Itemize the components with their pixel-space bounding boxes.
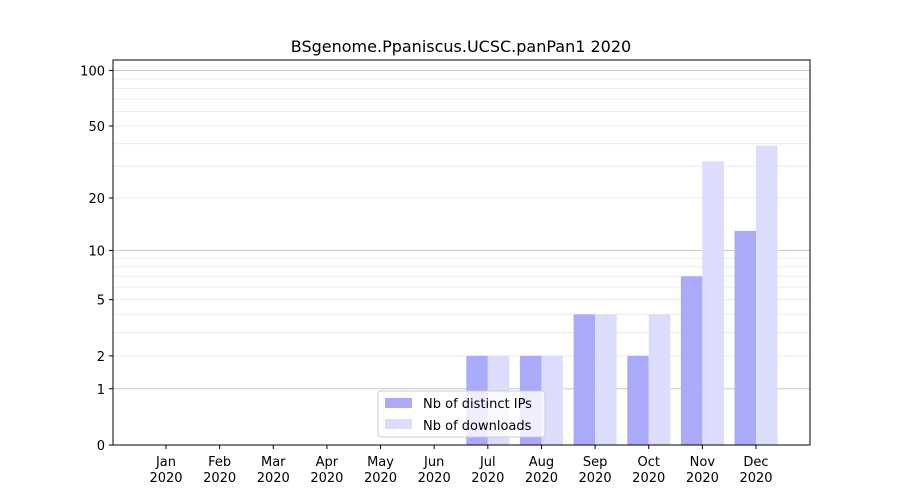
x-tick-label: 2020 xyxy=(739,471,772,486)
x-tick-label: Sep xyxy=(583,455,608,470)
x-tick-label: Aug xyxy=(529,455,554,470)
bar-distinct-ips xyxy=(627,355,649,445)
bar-downloads xyxy=(595,314,617,445)
x-tick-label: 2020 xyxy=(257,471,290,486)
bar-downloads xyxy=(541,355,563,445)
legend-swatch-ips xyxy=(385,398,412,408)
x-tick-label: 2020 xyxy=(471,471,504,486)
bar-downloads xyxy=(648,314,671,445)
y-tick-label: 50 xyxy=(88,120,105,135)
y-tick-label: 2 xyxy=(97,350,105,365)
x-tick-label: Feb xyxy=(208,455,231,470)
x-tick-label: 2020 xyxy=(686,471,719,486)
x-tick-label: Jun xyxy=(423,455,444,470)
bar-downloads xyxy=(756,145,778,446)
y-tick-label: 1 xyxy=(97,383,105,398)
x-tick-label: 2020 xyxy=(203,471,236,486)
x-tick-label: Nov xyxy=(690,455,716,470)
x-tick-label: 2020 xyxy=(149,471,182,486)
x-tick-label: Mar xyxy=(261,455,286,470)
y-tick-label: 100 xyxy=(80,65,105,80)
y-tick-label: 20 xyxy=(88,192,105,207)
x-tick-label: May xyxy=(367,455,394,470)
x-tick-label: Apr xyxy=(316,455,339,470)
x-tick-label: 2020 xyxy=(418,471,451,486)
legend-label-ips: Nb of distinct IPs xyxy=(423,397,532,412)
x-tick-label: Oct xyxy=(637,455,659,470)
legend-swatch-downloads xyxy=(385,419,412,429)
y-tick-label: 10 xyxy=(88,244,105,259)
x-tick-label: Jul xyxy=(479,455,496,470)
x-tick-label: 2020 xyxy=(579,471,612,486)
x-axis: Jan2020Feb2020Mar2020Apr2020May2020Jun20… xyxy=(149,445,773,486)
x-tick-label: 2020 xyxy=(632,471,665,486)
y-tick-label: 0 xyxy=(97,439,105,454)
grid xyxy=(113,70,810,390)
x-tick-label: 2020 xyxy=(364,471,397,486)
legend-label-downloads: Nb of downloads xyxy=(423,419,532,434)
bar-distinct-ips xyxy=(734,230,756,445)
plot-frame xyxy=(112,59,811,446)
x-tick-label: Dec xyxy=(743,455,768,470)
legend: Nb of distinct IPs Nb of downloads xyxy=(377,390,546,438)
y-axis: 0 1 2 5 10 20 50 100 xyxy=(80,65,113,454)
x-tick-label: 2020 xyxy=(310,471,343,486)
bar-downloads xyxy=(702,161,724,445)
x-tick-label: 2020 xyxy=(525,471,558,486)
x-tick-label: Jan xyxy=(155,455,176,470)
y-tick-label: 5 xyxy=(97,294,105,309)
chart-title: BSgenome.Ppaniscus.UCSC.panPan1 2020 xyxy=(291,37,631,56)
bar-distinct-ips xyxy=(573,314,596,445)
bar-distinct-ips xyxy=(680,276,703,445)
